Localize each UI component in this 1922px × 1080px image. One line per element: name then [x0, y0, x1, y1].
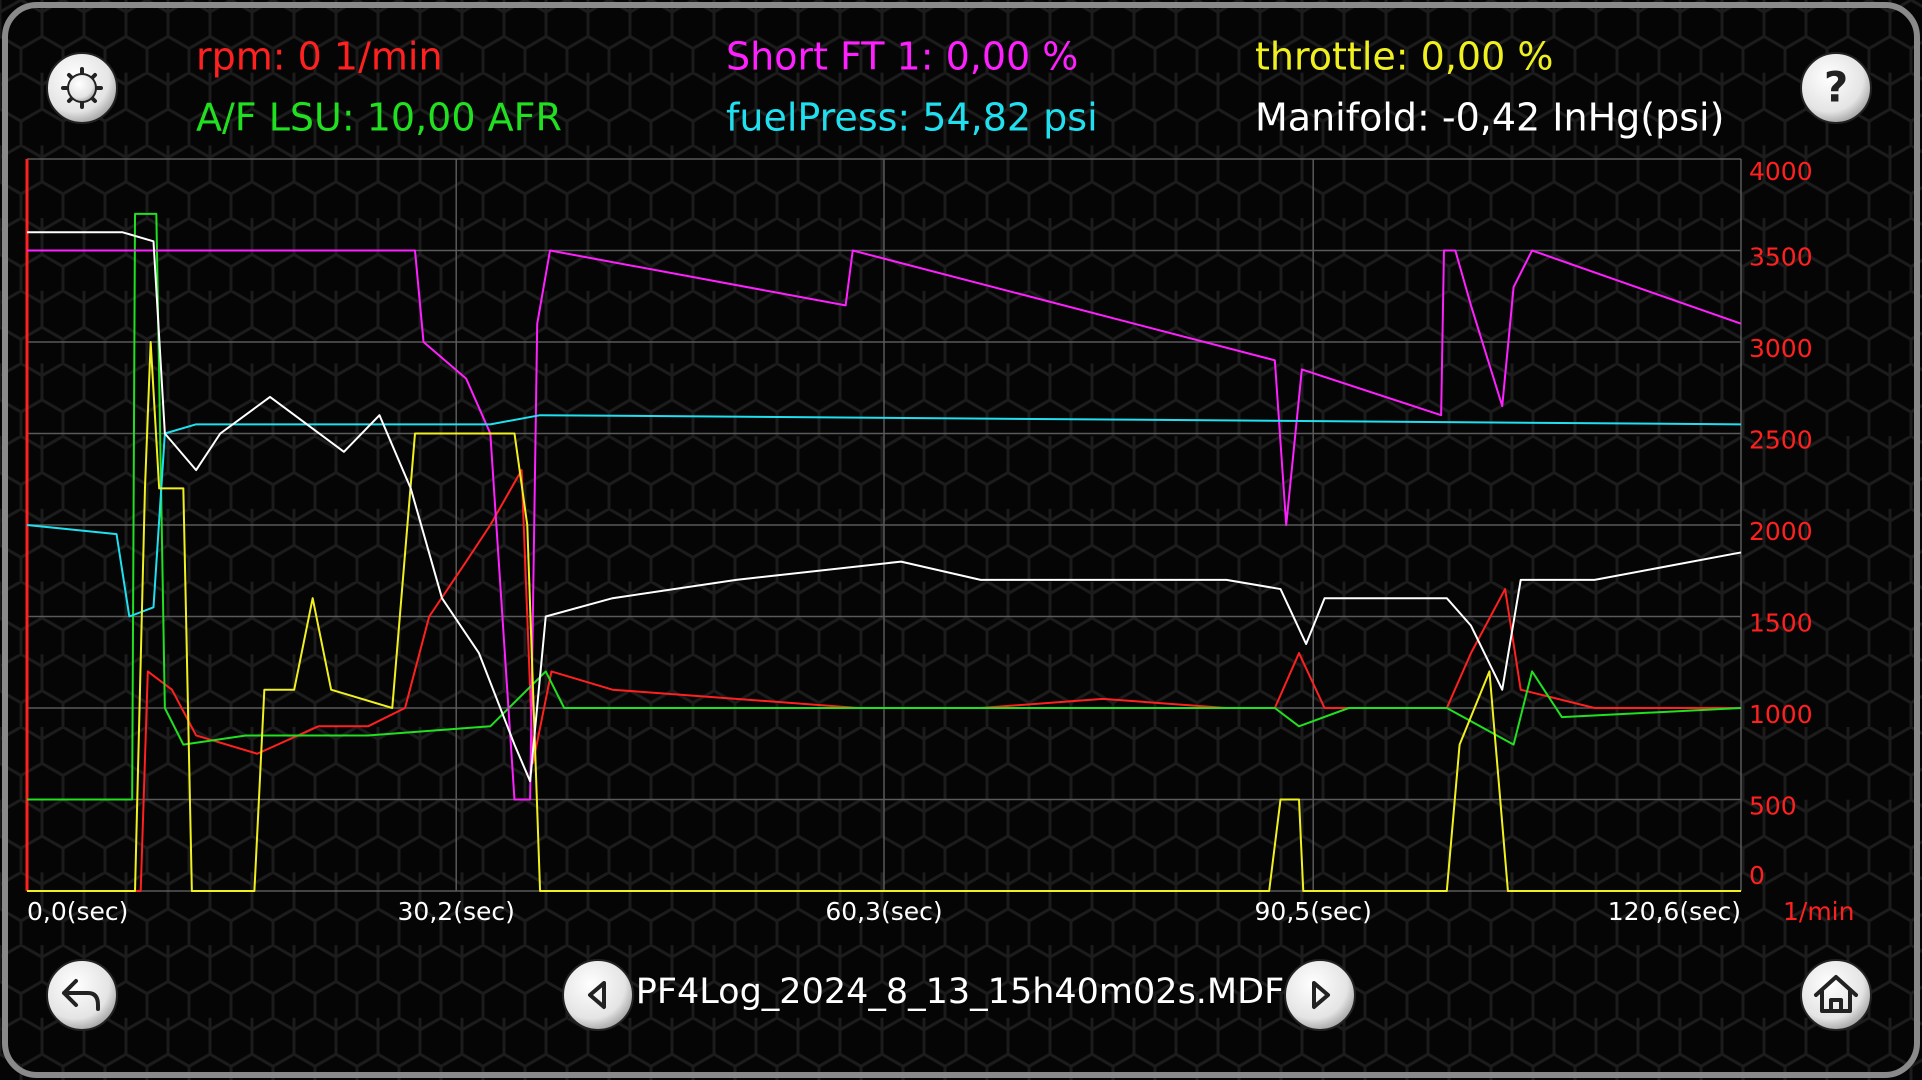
next-button[interactable]	[1284, 959, 1356, 1031]
legend-readout: rpm: 0 1/min	[196, 35, 443, 79]
x-tick-label: 120,6(sec)	[1608, 897, 1741, 926]
help-button[interactable]: ?	[1800, 52, 1872, 124]
series-line	[27, 231, 1742, 783]
legend-readout: A/F LSU: 10,00 AFR	[196, 96, 562, 140]
y-tick-label: 3000	[1749, 334, 1813, 363]
x-tick-label: 0,0(sec)	[27, 897, 128, 926]
series-line	[27, 469, 1741, 892]
y-axis-unit: 1/min	[1783, 897, 1854, 926]
plot: 0 500 1000 1500 2000 2500 3000 3500 4000 0,0(sec)…	[25, 157, 1854, 926]
home-button[interactable]	[1800, 959, 1872, 1031]
y-tick-label: 2000	[1749, 517, 1813, 546]
settings-button[interactable]	[46, 52, 118, 124]
y-tick-label: 0	[1749, 861, 1765, 890]
y-tick-label: 3500	[1749, 243, 1813, 272]
y-tick-label: 1000	[1749, 700, 1813, 729]
file-name: PF4Log_2024_8_13_15h40m02s.MDF	[636, 972, 1284, 1012]
legend-readout: Short FT 1: 0,00 %	[726, 35, 1078, 79]
legend-readout: Manifold: -0,42 InHg(psi)	[1255, 96, 1724, 140]
back-button[interactable]	[46, 959, 118, 1031]
legend-readout: throttle: 0,00 %	[1255, 35, 1553, 79]
y-tick-label: 2500	[1749, 426, 1813, 455]
series-line	[27, 212, 1742, 801]
help-icon: ?	[1824, 63, 1848, 112]
x-tick-label: 60,3(sec)	[825, 897, 942, 926]
y-tick-label: 4000	[1749, 157, 1813, 186]
series-line	[27, 341, 1741, 892]
y-tick-label: 1500	[1749, 609, 1813, 638]
x-tick-label: 90,5(sec)	[1255, 897, 1372, 926]
legend-readout: fuelPress: 54,82 psi	[726, 96, 1098, 140]
previous-button[interactable]	[562, 959, 634, 1031]
y-tick-label: 500	[1749, 792, 1797, 821]
series-line	[27, 249, 1742, 801]
x-tick-label: 30,2(sec)	[398, 897, 515, 926]
